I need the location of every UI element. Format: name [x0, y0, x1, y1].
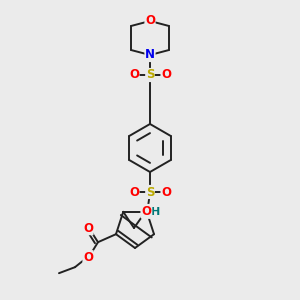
Text: N: N: [141, 205, 151, 218]
Text: O: O: [83, 222, 93, 235]
Text: O: O: [161, 68, 171, 82]
Text: O: O: [145, 14, 155, 28]
Text: S: S: [146, 68, 154, 82]
Text: O: O: [83, 251, 93, 264]
Text: N: N: [145, 49, 155, 62]
Text: O: O: [142, 205, 152, 218]
Text: S: S: [146, 185, 154, 199]
Text: O: O: [129, 68, 139, 82]
Text: O: O: [129, 185, 139, 199]
Text: O: O: [161, 185, 171, 199]
Text: H: H: [152, 207, 160, 217]
